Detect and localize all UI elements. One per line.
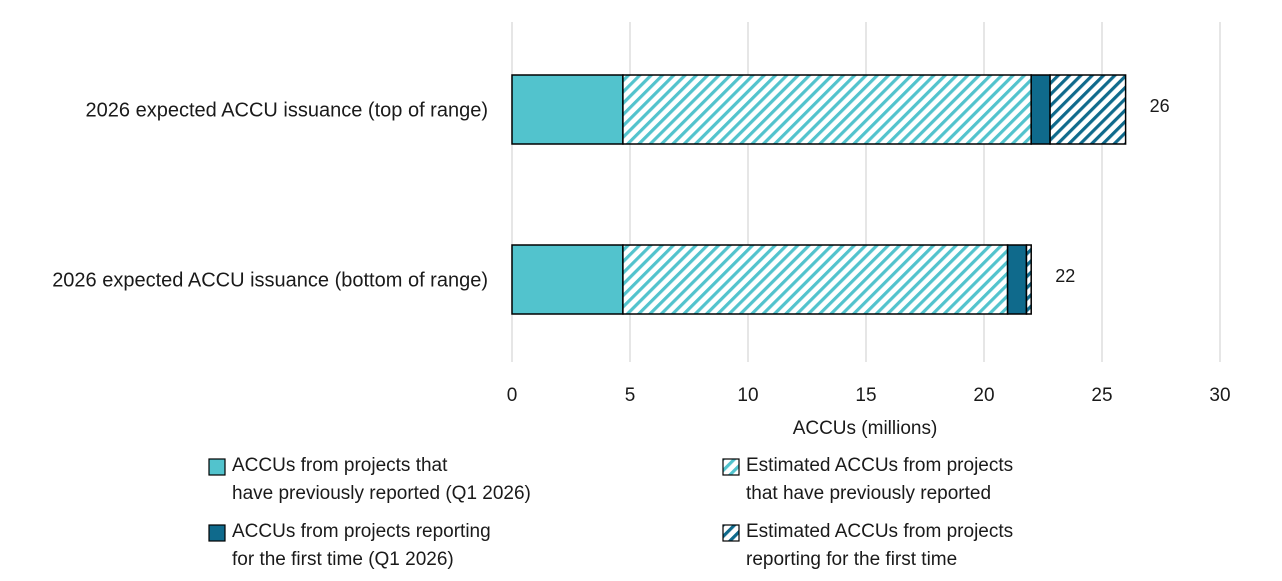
category-label: 2026 expected ACCU issuance (top of rang… [86,100,488,122]
x-tick-label: 0 [507,385,518,406]
legend-label: Estimated ACCUs from projects that have … [746,455,1014,504]
bar-segment [622,244,1009,315]
bar-segment [622,74,1032,145]
x-tick-label: 5 [625,385,636,406]
legend-item-previously-reported: ACCUs from projects that have previously… [208,452,531,508]
bar-chart: 2026 expected ACCU issuance (top of rang… [52,22,1231,439]
bar-segment [511,74,624,145]
category-labels: 2026 expected ACCU issuance (top of rang… [52,100,488,292]
legend-swatch-solid-dark [208,524,226,542]
legend-label: ACCUs from projects that have previously… [232,455,531,504]
x-axis-title: ACCUs (millions) [793,418,938,439]
legend-label: Estimated ACCUs from projects reporting … [746,521,1014,570]
x-tick-label: 10 [737,385,758,406]
bar-segment [1049,74,1127,145]
category-label: 2026 expected ACCU issuance (bottom of r… [52,270,488,292]
x-tick-labels: 0 5 10 15 20 25 30 [507,385,1231,406]
legend-swatch-solid-light [208,458,226,476]
x-tick-label: 25 [1091,385,1112,406]
x-tick-label: 15 [855,385,876,406]
legend-item-first-time: ACCUs from projects reporting for the fi… [208,518,491,574]
total-labels: 26 22 [1055,96,1169,286]
total-label: 22 [1055,266,1075,286]
total-label: 26 [1150,96,1170,116]
bar-segment [511,244,624,315]
legend-swatch-hatch-light [722,458,740,476]
legend-item-estimated-first-time: Estimated ACCUs from projects reporting … [722,518,1013,574]
legend-label: ACCUs from projects reporting for the fi… [232,521,491,570]
legend-swatch-hatch-dark [722,524,740,542]
bar-segment [1030,74,1051,145]
bars [511,74,1127,315]
legend-item-estimated-previously-reported: Estimated ACCUs from projects that have … [722,452,1013,508]
bar-segment [1025,244,1032,315]
x-tick-label: 20 [973,385,994,406]
x-tick-label: 30 [1209,385,1230,406]
bar-segment [1006,244,1028,315]
